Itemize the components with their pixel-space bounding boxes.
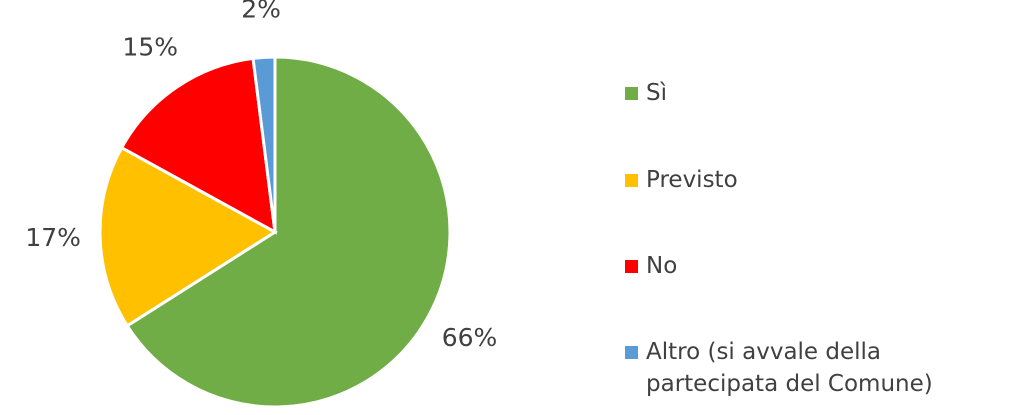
legend-label: No [646,253,678,279]
pie-slice [98,145,278,328]
legend-label: Previsto [646,167,738,193]
legend-swatch [625,174,638,187]
legend-item: Previsto [625,164,1022,196]
legend-swatch [625,346,638,359]
data-label: 17% [25,223,81,252]
legend-swatch [625,87,638,100]
pie-slice [251,55,277,233]
legend-label: Altro (si avvale della partecipata del C… [646,339,933,397]
legend-label: Sì [646,80,667,106]
data-label: 66% [442,323,498,352]
pie-slice [125,55,452,409]
legend-item: Altro (si avvale della partecipata del C… [625,336,1022,400]
pie-slice [119,56,277,235]
data-label: 15% [122,32,178,61]
legend-item: No [625,250,1022,282]
legend-item: Sì [625,77,1022,109]
data-label: 2% [241,0,281,23]
legend-swatch [625,260,638,273]
